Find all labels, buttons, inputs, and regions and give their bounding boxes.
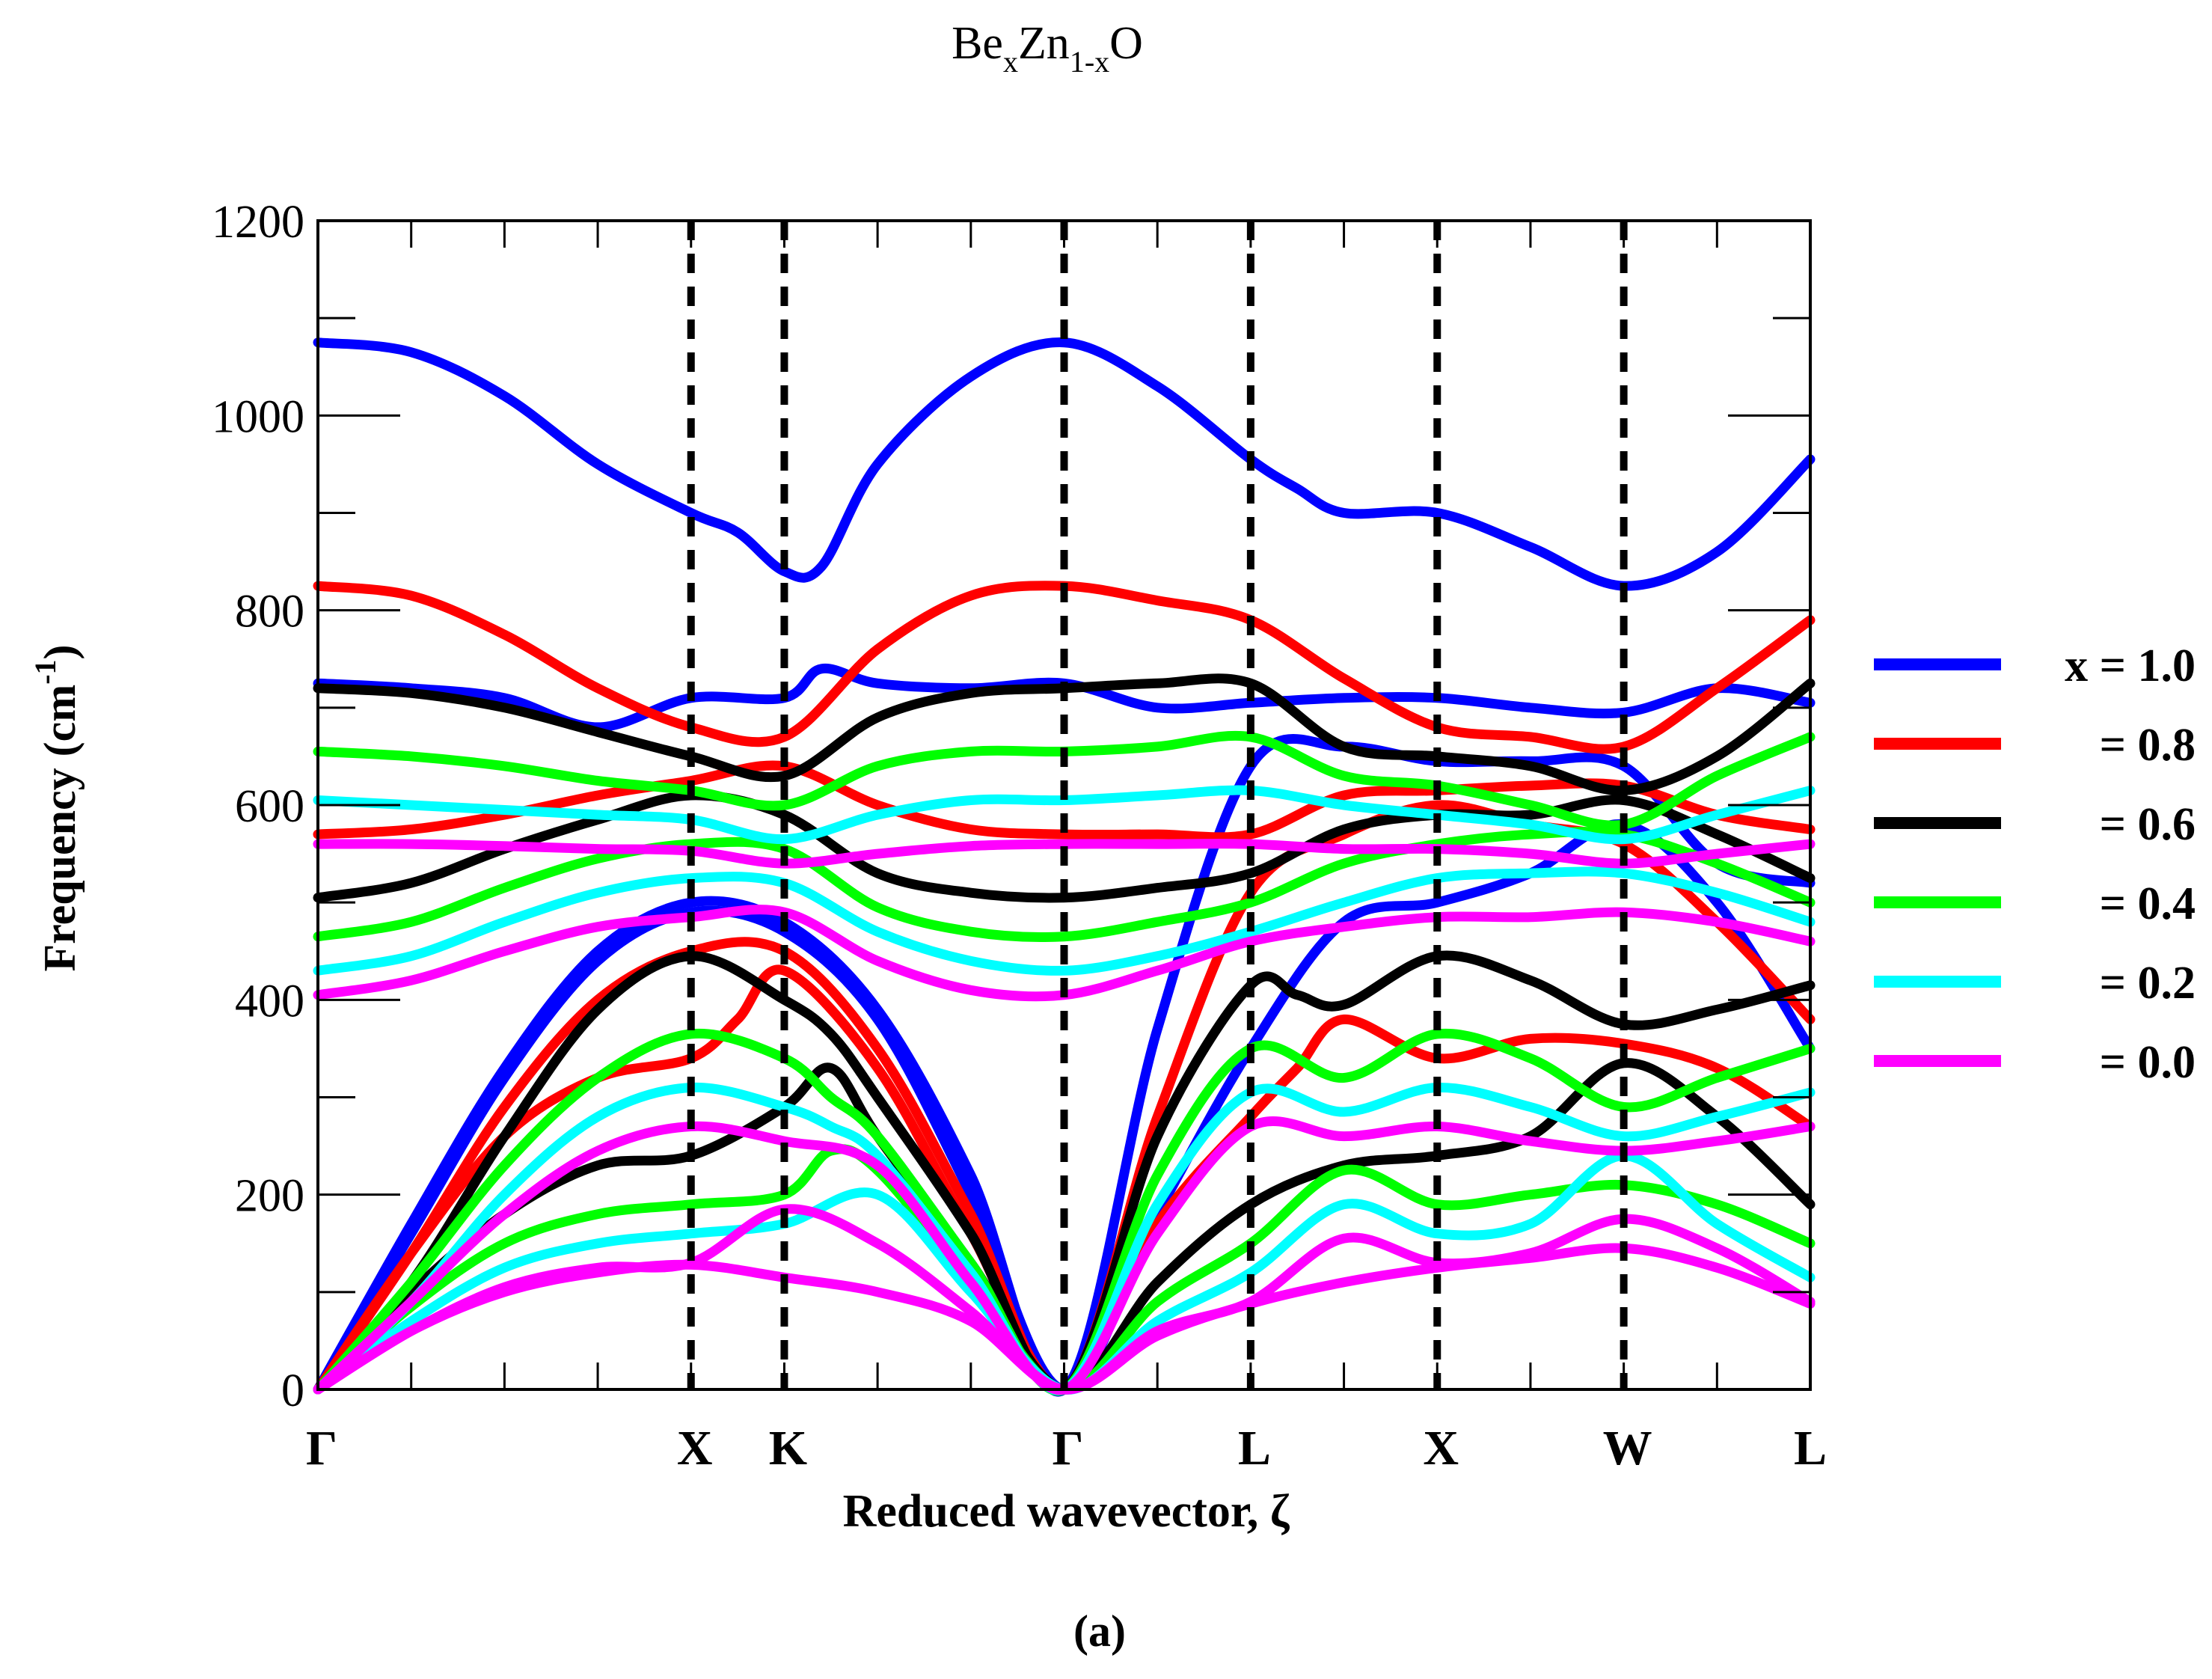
series-1-branch-1	[313, 760, 1816, 842]
kpoint-label-7: L	[1794, 1421, 1827, 1475]
high-symmetry-lines	[687, 221, 1628, 1389]
ytick-label-600: 600	[235, 781, 304, 832]
ytick-label-400: 400	[235, 976, 304, 1027]
kpoint-label-3: Γ	[1053, 1421, 1084, 1475]
legend-label-3: = 0.4	[2100, 878, 2196, 929]
legend-label-0: x = 1.0	[2065, 640, 2196, 691]
legend-label-1: = 0.8	[2100, 720, 2196, 771]
kpoint-label-4: L	[1238, 1421, 1271, 1475]
ytick-label-0: 0	[281, 1365, 304, 1416]
legend-label-2: = 0.6	[2100, 799, 2196, 850]
series-4-branch-0	[313, 785, 1816, 845]
y-axis-ticks: 0 200 400 600 800 1000 1200	[212, 197, 1810, 1416]
legend-label-4: = 0.2	[2100, 958, 2196, 1009]
kpoint-label-5: X	[1423, 1421, 1459, 1475]
series-4-branch-1	[313, 866, 1816, 976]
kpoint-label-1: X	[677, 1421, 713, 1475]
series-5-branch-0	[313, 839, 1816, 869]
series-0-branch-0	[313, 337, 1816, 591]
x-axis-label: Reduced wavevector, ζ	[843, 1486, 1290, 1537]
ytick-label-200: 200	[235, 1171, 304, 1222]
kpoint-label-6: W	[1603, 1421, 1652, 1475]
ytick-label-1200: 1200	[212, 197, 304, 248]
kpoint-label-2: K	[769, 1421, 807, 1475]
legend-label-5: = 0.0	[2100, 1037, 2196, 1088]
ytick-label-800: 800	[235, 587, 304, 637]
ytick-label-1000: 1000	[212, 391, 304, 442]
legend: x = 1.0 = 0.8 = 0.6 = 0.4 = 0.2 = 0.0	[1874, 640, 2196, 1088]
kpoint-label-0: Γ	[306, 1421, 337, 1475]
y-axis-label: Frequency (cm-1)	[28, 644, 85, 971]
chart-title: BexZn1-xO	[952, 18, 1143, 79]
panel-label: (a)	[1073, 1606, 1126, 1656]
